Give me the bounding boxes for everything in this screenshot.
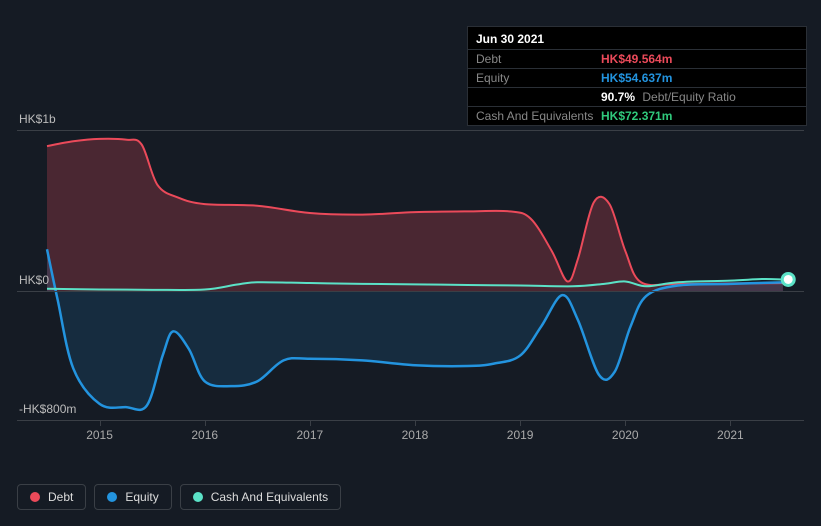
y-grid-line — [17, 130, 804, 131]
tooltip-row: DebtHK$49.564m — [468, 49, 806, 68]
x-axis-label: 2015 — [86, 428, 113, 442]
debt-equity-chart[interactable] — [17, 120, 804, 440]
tooltip-row-value: HK$54.637m — [601, 71, 672, 85]
x-tick-mark — [520, 420, 521, 426]
y-grid-line — [17, 291, 804, 292]
y-axis-label: HK$0 — [19, 273, 49, 287]
x-axis-label: 2018 — [402, 428, 429, 442]
legend-dot-icon — [193, 492, 203, 502]
x-axis-label: 2016 — [191, 428, 218, 442]
legend-dot-icon — [30, 492, 40, 502]
current-marker — [782, 273, 794, 285]
x-axis-label: 2017 — [296, 428, 323, 442]
chart-svg — [17, 120, 804, 440]
legend-item-equity[interactable]: Equity — [94, 484, 171, 510]
y-axis-label: HK$1b — [19, 112, 56, 126]
y-axis-label: -HK$800m — [19, 402, 76, 416]
x-axis-label: 2020 — [612, 428, 639, 442]
tooltip-row: 90.7% Debt/Equity Ratio — [468, 87, 806, 106]
x-tick-mark — [730, 420, 731, 426]
x-axis-label: 2021 — [717, 428, 744, 442]
y-grid-line — [17, 420, 804, 421]
legend-label: Cash And Equivalents — [211, 490, 328, 504]
tooltip-row: EquityHK$54.637m — [468, 68, 806, 87]
tooltip-row-label: Equity — [476, 71, 601, 85]
x-axis-label: 2019 — [507, 428, 534, 442]
chart-container: Jun 30 2021 DebtHK$49.564mEquityHK$54.63… — [0, 0, 821, 526]
area-debt — [47, 139, 783, 291]
tooltip-row-suffix: Debt/Equity Ratio — [639, 90, 736, 104]
legend-label: Debt — [48, 490, 73, 504]
tooltip-date: Jun 30 2021 — [468, 27, 806, 49]
legend-item-debt[interactable]: Debt — [17, 484, 86, 510]
x-tick-mark — [205, 420, 206, 426]
tooltip-row-label — [476, 90, 601, 104]
legend: Debt Equity Cash And Equivalents — [17, 484, 341, 510]
hover-tooltip: Jun 30 2021 DebtHK$49.564mEquityHK$54.63… — [467, 26, 807, 126]
x-tick-mark — [100, 420, 101, 426]
tooltip-row-label: Debt — [476, 52, 601, 66]
legend-dot-icon — [107, 492, 117, 502]
x-tick-mark — [625, 420, 626, 426]
tooltip-row-value: 90.7% Debt/Equity Ratio — [601, 90, 736, 104]
tooltip-row-value: HK$49.564m — [601, 52, 672, 66]
x-tick-mark — [415, 420, 416, 426]
legend-item-cash[interactable]: Cash And Equivalents — [180, 484, 341, 510]
x-tick-mark — [310, 420, 311, 426]
legend-label: Equity — [125, 490, 158, 504]
